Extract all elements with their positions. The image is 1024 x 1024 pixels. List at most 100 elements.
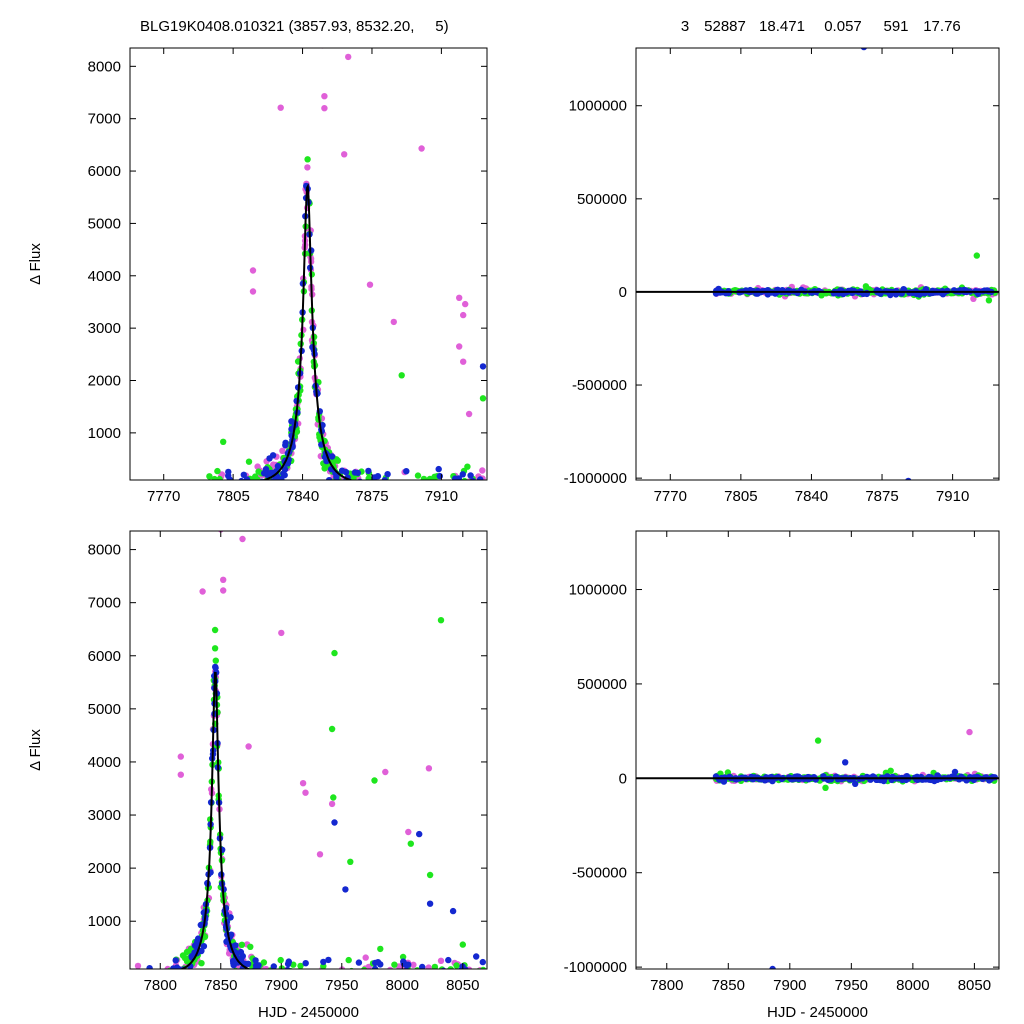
- data-point: [331, 819, 338, 826]
- data-point: [267, 469, 275, 477]
- data-point: [246, 969, 252, 975]
- data-point: [308, 986, 314, 992]
- data-point: [346, 481, 352, 487]
- y-tick-label: 8000: [88, 58, 121, 75]
- data-point: [905, 477, 912, 480]
- panel-bottom-left: 7800 7850 7900 7950 8000 8050 1000 2000 3000 4000…: [27, 530, 488, 1021]
- data-point: [406, 484, 412, 490]
- data-point: [418, 482, 424, 488]
- y-tick-label: 5000: [88, 701, 121, 718]
- data-point: [381, 477, 388, 480]
- data-point: [245, 458, 253, 465]
- data-point: [337, 481, 343, 487]
- data-point: [419, 963, 426, 969]
- data-point: [250, 484, 256, 490]
- y-tick-label: -500000: [572, 377, 627, 394]
- data-point: [426, 871, 434, 879]
- data-point: [314, 988, 320, 994]
- data-point: [449, 907, 457, 915]
- data-point: [460, 311, 467, 319]
- data-point: [242, 968, 246, 969]
- data-point: [434, 974, 440, 980]
- data-point: [234, 970, 240, 976]
- data-point: [179, 952, 187, 959]
- data-point: [463, 484, 469, 490]
- data-point: [270, 963, 277, 969]
- data-point: [455, 475, 462, 480]
- data-point: [939, 289, 946, 297]
- y-tick-label: 1000: [88, 425, 121, 442]
- data-point: [172, 970, 178, 976]
- data-point: [333, 477, 340, 480]
- data-point: [479, 958, 486, 966]
- data-point: [973, 252, 980, 259]
- data-point: [231, 959, 238, 966]
- y-tick-label: 500000: [577, 676, 627, 693]
- x-tick-label: 8000: [386, 977, 419, 994]
- data-point: [253, 491, 259, 497]
- data-point: [366, 281, 374, 288]
- data-point: [479, 467, 486, 474]
- y-tick-label: 4000: [88, 268, 121, 285]
- data-point: [341, 483, 347, 489]
- x-tick-label: 7850: [204, 977, 237, 994]
- data-point: [241, 969, 247, 975]
- data-point: [951, 768, 959, 776]
- data-point: [383, 481, 389, 487]
- data-point: [371, 965, 379, 969]
- data-point: [342, 481, 348, 487]
- data-point: [195, 969, 201, 975]
- data-point: [469, 971, 475, 977]
- data-point: [284, 966, 291, 969]
- data-point: [445, 956, 452, 964]
- y-tick-label: 2000: [88, 373, 121, 390]
- data-point: [382, 768, 389, 776]
- data-point: [432, 479, 436, 480]
- data-point: [480, 966, 487, 969]
- data-point: [403, 468, 410, 475]
- data-point: [842, 759, 849, 766]
- data-point: [459, 471, 466, 478]
- data-point: [374, 959, 382, 966]
- data-point: [415, 486, 421, 492]
- y-tick-label: 7000: [88, 595, 121, 612]
- data-point: [344, 504, 350, 510]
- x-tick-label: 7805: [724, 488, 757, 505]
- data-point: [922, 286, 930, 293]
- data-point: [403, 967, 410, 969]
- data-point: [409, 969, 415, 975]
- y-tick-label: 1000: [88, 913, 121, 930]
- data-point: [400, 490, 406, 496]
- x-tick-label: 7875: [355, 488, 388, 505]
- data-point: [966, 728, 973, 736]
- data-point: [201, 485, 207, 491]
- data-point: [275, 969, 281, 975]
- data-point: [304, 156, 311, 163]
- model-curve: [260, 182, 354, 480]
- data-point: [437, 617, 445, 624]
- data-point: [208, 483, 214, 489]
- data-point: [391, 961, 398, 968]
- data-point: [212, 664, 219, 672]
- data-point: [216, 475, 223, 480]
- data-points: [134, 531, 487, 994]
- data-point: [394, 485, 400, 491]
- data-point: [720, 778, 728, 785]
- chart-header-params: 3 52887 18.471 0.057 591 17.76: [681, 18, 961, 35]
- data-point: [410, 498, 416, 504]
- data-point: [399, 953, 407, 961]
- data-point: [255, 974, 261, 980]
- data-point: [175, 966, 182, 969]
- data-point: [345, 479, 348, 480]
- data-point: [188, 953, 195, 960]
- header-param: 52887: [704, 18, 746, 35]
- data-point: [397, 480, 403, 486]
- data-point: [265, 479, 269, 480]
- data-point: [302, 960, 309, 967]
- data-point: [433, 982, 439, 988]
- data-point: [299, 780, 307, 787]
- data-point: [436, 472, 443, 480]
- plot-frame: [129, 530, 488, 970]
- y-tick-label: 6000: [88, 648, 121, 665]
- x-tick-label: 7770: [147, 488, 180, 505]
